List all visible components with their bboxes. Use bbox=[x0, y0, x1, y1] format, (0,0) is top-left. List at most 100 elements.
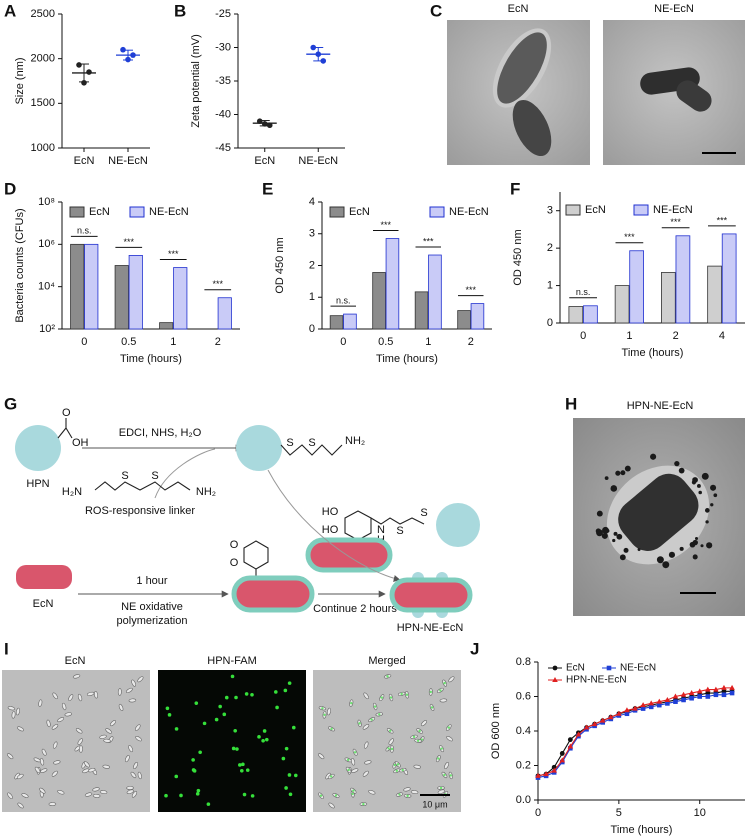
hpn-tem: HPN-NE-EcN bbox=[573, 400, 745, 616]
significance-label: n.s. bbox=[77, 226, 92, 236]
bar bbox=[128, 255, 143, 330]
marker bbox=[567, 743, 574, 749]
cell bbox=[133, 761, 138, 770]
marker bbox=[680, 691, 687, 697]
scheme-label: HPN-NE-EcN bbox=[397, 622, 464, 634]
particle bbox=[610, 485, 618, 492]
green-cell bbox=[418, 729, 421, 733]
panel-label: B bbox=[174, 1, 186, 20]
green-cell bbox=[323, 713, 326, 717]
cell bbox=[77, 693, 83, 702]
marker bbox=[681, 697, 686, 703]
cell bbox=[99, 790, 108, 795]
y-tick-label: 0.8 bbox=[516, 656, 531, 668]
bond bbox=[280, 444, 343, 456]
cell bbox=[128, 745, 134, 753]
marker bbox=[591, 721, 598, 727]
cell bbox=[16, 773, 24, 780]
green-cell bbox=[406, 794, 409, 798]
particle bbox=[694, 536, 699, 540]
marker bbox=[624, 711, 630, 717]
particle bbox=[620, 470, 626, 476]
atom-label: S bbox=[121, 470, 128, 482]
atom-label: OH bbox=[72, 437, 89, 449]
cell bbox=[446, 736, 453, 742]
ring bbox=[344, 510, 372, 541]
marker bbox=[721, 684, 727, 690]
y-axis-label: OD 450 nm bbox=[512, 229, 524, 285]
green-cell bbox=[380, 696, 383, 699]
cell bbox=[126, 786, 134, 790]
green-cell bbox=[321, 707, 324, 710]
green-cell bbox=[250, 692, 254, 697]
particle bbox=[706, 542, 713, 549]
particle bbox=[710, 484, 717, 491]
panel-label: A bbox=[4, 1, 16, 20]
cell bbox=[448, 676, 455, 683]
hpn-particle bbox=[436, 503, 480, 547]
cell bbox=[17, 802, 24, 809]
image-title: EcN bbox=[65, 655, 86, 667]
y-tick-label: 10⁴ bbox=[38, 281, 55, 293]
legend-label: NE-EcN bbox=[620, 663, 656, 674]
green-cell bbox=[400, 692, 403, 696]
legend-swatch bbox=[429, 206, 445, 218]
green-cell bbox=[293, 773, 298, 778]
cell bbox=[103, 738, 111, 743]
marker bbox=[559, 751, 565, 756]
significance-label: *** bbox=[212, 279, 223, 289]
cell bbox=[403, 787, 411, 792]
cell bbox=[39, 787, 46, 794]
significance-label: *** bbox=[380, 220, 391, 230]
green-cell bbox=[291, 725, 296, 730]
green-cell bbox=[439, 689, 442, 692]
panel-label: J bbox=[470, 639, 479, 658]
image-title: EcN bbox=[508, 3, 529, 15]
point bbox=[86, 69, 92, 75]
cell bbox=[618, 473, 699, 551]
coated-bacterium bbox=[231, 575, 315, 613]
bar bbox=[614, 285, 630, 324]
green-cell bbox=[179, 793, 183, 798]
cell bbox=[34, 766, 41, 774]
significance-label: *** bbox=[624, 232, 635, 242]
cell bbox=[137, 771, 142, 780]
green-cell bbox=[234, 695, 238, 700]
green-cell bbox=[370, 718, 373, 721]
bar bbox=[70, 243, 85, 330]
point bbox=[315, 51, 322, 57]
y-tick-label: 2 bbox=[547, 242, 553, 254]
marker bbox=[705, 694, 711, 699]
green-cell bbox=[334, 794, 338, 797]
panel-label: E bbox=[262, 179, 273, 198]
legend-swatch bbox=[69, 206, 85, 218]
green-cell bbox=[330, 775, 333, 778]
green-cell bbox=[389, 696, 393, 699]
green-cell bbox=[245, 768, 250, 772]
tem-panel: EcN NE-EcN bbox=[447, 3, 745, 165]
step-label: Continue 2 hours bbox=[313, 603, 397, 615]
cells bbox=[7, 674, 455, 809]
y-tick-label: 1 bbox=[547, 279, 553, 291]
green-cell bbox=[257, 735, 261, 739]
marker bbox=[713, 692, 719, 698]
green-cell bbox=[274, 690, 278, 694]
particle bbox=[679, 546, 684, 551]
particle bbox=[619, 554, 626, 561]
green-cell bbox=[416, 739, 420, 742]
cell bbox=[102, 764, 111, 769]
cell bbox=[362, 724, 370, 730]
particle bbox=[596, 510, 603, 517]
green-cell bbox=[378, 713, 381, 716]
cell bbox=[79, 745, 83, 753]
cell bbox=[131, 790, 138, 798]
cell bbox=[109, 720, 116, 727]
green-cell bbox=[231, 746, 236, 751]
y-tick-label: 2500 bbox=[31, 8, 55, 20]
green-cell bbox=[275, 705, 279, 710]
green-cell bbox=[167, 713, 172, 717]
cell bbox=[364, 760, 372, 765]
green-cell bbox=[362, 802, 365, 806]
legend-label: EcN bbox=[585, 204, 606, 216]
green-cell bbox=[390, 747, 394, 751]
